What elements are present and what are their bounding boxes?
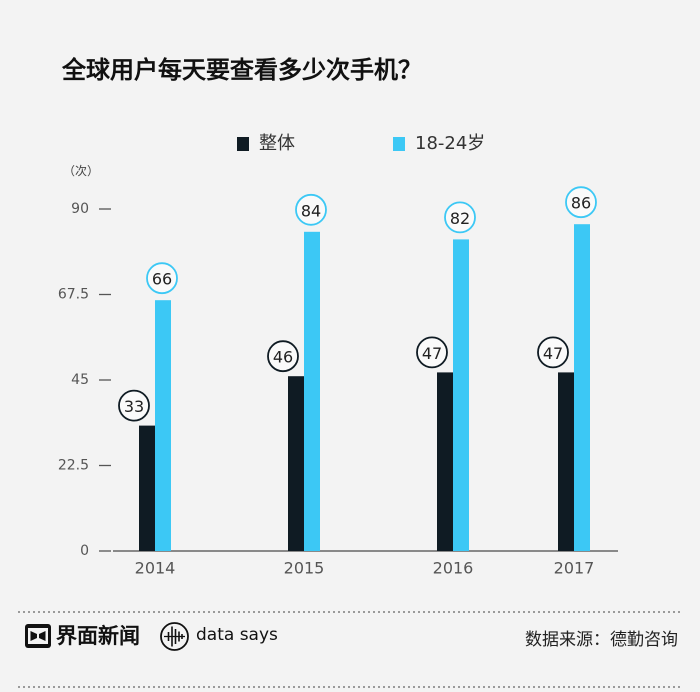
data-label-circle — [444, 201, 476, 234]
data-label-circle — [267, 340, 299, 373]
legend-label-18-24: 18-24岁 — [415, 133, 486, 154]
legend-label-overall: 整体 — [259, 133, 295, 154]
bar-overall-2017 — [558, 372, 574, 551]
y-tick-label: 90 — [71, 201, 89, 217]
x-tick-label: 2017 — [554, 559, 595, 578]
bar-18-24-2015 — [304, 231, 320, 552]
data-label: 33 — [124, 397, 144, 416]
chart-title: 全球用户每天要查看多少次手机？ — [62, 56, 422, 84]
x-tick-label: 2014 — [135, 559, 176, 578]
legend-swatch-18-24 — [393, 137, 405, 151]
data-label: 46 — [273, 348, 293, 367]
sub-brand-name: data says — [196, 625, 278, 645]
bar-18-24-2014 — [155, 300, 171, 551]
bar-18-24-2017 — [574, 224, 590, 551]
data-label-circle — [146, 262, 178, 295]
data-label-circle — [537, 336, 569, 369]
legend-item-overall: 整体 — [237, 133, 295, 155]
data-label-circle — [565, 186, 597, 219]
data-label: 66 — [152, 270, 172, 289]
data-label: 84 — [301, 201, 321, 220]
y-tick-label: 0 — [80, 543, 89, 559]
bar-overall-2014 — [139, 425, 155, 551]
bar-overall-2016 — [437, 372, 453, 551]
data-label: 82 — [450, 209, 470, 228]
y-axis-unit-label: （次） — [63, 164, 100, 178]
y-tick-label: 45 — [71, 372, 89, 388]
data-label-circle — [416, 336, 448, 369]
data-label: 86 — [571, 194, 591, 213]
data-says-icon — [160, 622, 189, 651]
y-tick-label: 22.5 — [58, 458, 89, 474]
jiemian-logo-icon — [25, 624, 51, 648]
data-label: 47 — [422, 344, 442, 363]
bar-overall-2015 — [288, 376, 304, 551]
footer-divider-bottom — [18, 686, 682, 688]
x-tick-label: 2015 — [284, 559, 325, 578]
legend-item-18-24: 18-24岁 — [393, 133, 485, 155]
brand-name: 界面新闻 — [56, 624, 140, 648]
data-label-circle — [118, 389, 150, 422]
x-tick-label: 2016 — [433, 559, 474, 578]
data-source: 数据来源：德勤咨询 — [525, 630, 678, 650]
footer-divider-top — [18, 611, 682, 613]
legend-swatch-overall — [237, 137, 249, 151]
data-label-circle — [295, 193, 327, 226]
bar-18-24-2016 — [453, 239, 469, 551]
bar-chart-plot: 0 22.5 45 67.5 90 33 46 47 47 66 84 82 86 2014 2015 201… — [58, 186, 618, 578]
data-label: 47 — [543, 344, 563, 363]
y-tick-label: 67.5 — [58, 287, 89, 303]
